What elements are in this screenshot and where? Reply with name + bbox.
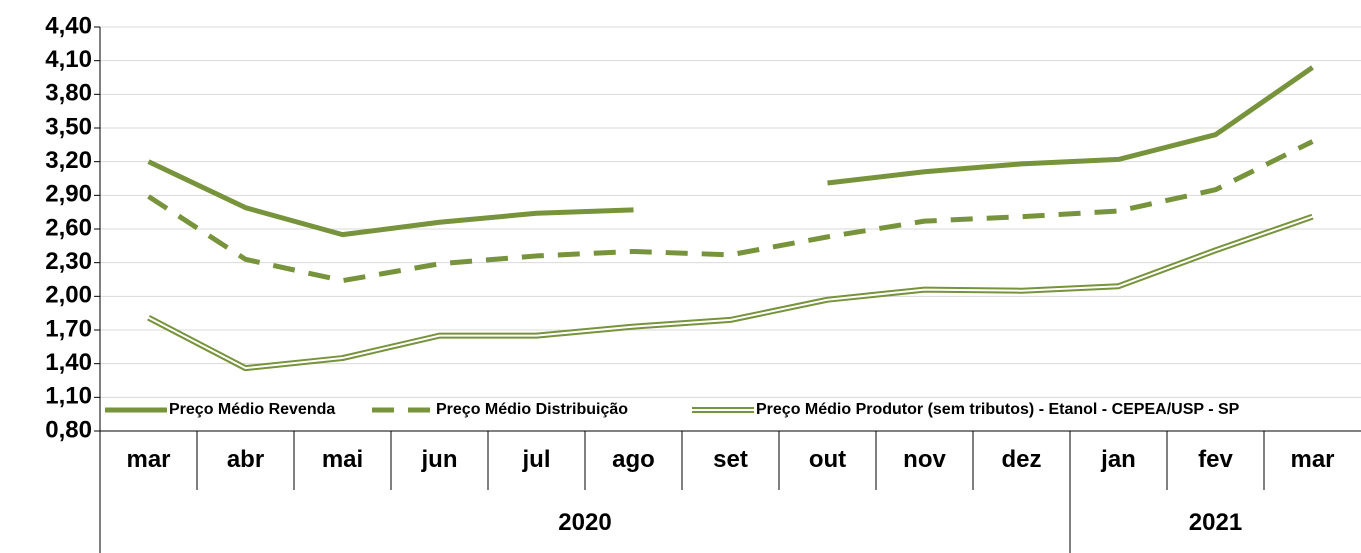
y-tick-label: 0,80 (45, 416, 92, 443)
series-line (147, 139, 1314, 284)
y-tick-label: 2,00 (45, 282, 92, 309)
x-tick-label: abr (227, 446, 264, 473)
x-tick-label: fev (1198, 446, 1233, 473)
series-line-inner (148, 215, 1313, 370)
legend-label: Preço Médio Produtor (sem tributos) - Et… (756, 401, 1240, 418)
x-tick-label: jul (522, 446, 551, 473)
y-tick-label: 3,20 (45, 147, 92, 174)
x-group-label: 2020 (558, 509, 611, 536)
legend-label: Preço Médio Distribuição (436, 401, 628, 418)
y-tick-label: 1,70 (45, 315, 92, 342)
x-tick-label: mar (1290, 446, 1334, 473)
y-tick-label: 4,40 (45, 12, 92, 39)
y-tick-label: 4,10 (45, 46, 92, 73)
y-tick-label: 1,40 (45, 349, 92, 376)
x-tick-label: set (713, 446, 748, 473)
y-tick-label: 3,50 (45, 113, 92, 140)
y-tick-label: 2,30 (45, 248, 92, 275)
x-tick-label: mai (322, 446, 363, 473)
x-tick-label: jan (1100, 446, 1136, 473)
x-tick-label: jun (421, 446, 458, 473)
x-tick-label: dez (1001, 446, 1041, 473)
series-line (147, 213, 1314, 372)
x-tick-label: out (809, 446, 846, 473)
y-tick-label: 1,10 (45, 383, 92, 410)
x-tick-label: mar (126, 446, 170, 473)
x-group-label: 2021 (1189, 509, 1242, 536)
legend-label: Preço Médio Revenda (169, 401, 335, 418)
y-tick-label: 2,90 (45, 181, 92, 208)
y-tick-label: 2,60 (45, 214, 92, 241)
x-tick-label: ago (612, 446, 655, 473)
y-tick-label: 3,80 (45, 80, 92, 107)
series-line (147, 65, 1314, 238)
x-tick-label: nov (903, 446, 946, 473)
